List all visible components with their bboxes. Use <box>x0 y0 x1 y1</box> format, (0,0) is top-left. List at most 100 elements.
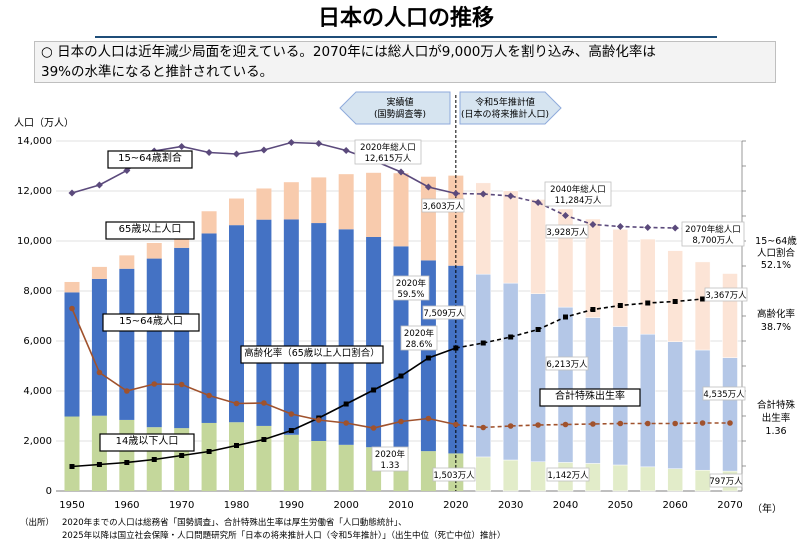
aging-rate-point <box>480 340 486 346</box>
bar-segment <box>475 182 491 275</box>
tfr-point <box>535 422 541 428</box>
tfr-point <box>398 418 404 425</box>
tfr-point <box>562 421 569 428</box>
working-ratio-point <box>287 139 295 146</box>
bar-segment <box>283 182 299 220</box>
bar-segment <box>502 282 519 461</box>
bar-segment <box>502 190 519 284</box>
aging-rate-point <box>535 327 541 332</box>
bar-segment <box>667 468 683 492</box>
bar-segment <box>585 218 601 318</box>
bar-segment <box>119 419 135 491</box>
aging-rate-point <box>96 462 102 467</box>
bar-segment <box>201 211 217 234</box>
bar-segment <box>557 306 574 463</box>
working-2020-box <box>422 305 466 320</box>
x-axis-unit: （年） <box>752 502 782 515</box>
bar-segment <box>502 459 519 492</box>
y-tick-label: 10,000 <box>17 236 52 247</box>
working-ratio-point <box>507 192 515 200</box>
past-banner-line2: (国勢調査等) <box>374 108 426 120</box>
x-tick-label: 1970 <box>169 500 194 511</box>
tfr-point <box>644 420 651 427</box>
x-tick-label: 2020 <box>443 500 468 511</box>
bar-segment <box>201 422 217 491</box>
young-label-box <box>99 433 195 452</box>
x-tick-label: 1950 <box>59 500 84 511</box>
working-ratio-point <box>178 143 186 150</box>
y-tick-label: 6,000 <box>23 336 52 347</box>
aging-rate-point <box>398 373 404 379</box>
bar-segment <box>667 250 683 342</box>
working-ratio-point <box>315 140 323 147</box>
elderly-2040-box <box>545 224 589 239</box>
bar-segment <box>612 229 629 327</box>
working-ratio-point <box>644 224 652 231</box>
past-banner-line1: 実績値 <box>386 96 413 108</box>
elderly-label-text: 65歳以上人口 <box>119 223 182 235</box>
bar-segment <box>530 199 546 294</box>
working-ratio-point <box>616 223 624 230</box>
elderly-label-box <box>105 221 195 240</box>
elderly-2040-text: 3,928万人 <box>546 228 588 238</box>
tfr-point <box>151 381 158 387</box>
source-label: （出所） <box>20 518 55 528</box>
aging-2020-box <box>400 325 438 351</box>
young-2070-text: 797万人 <box>709 477 743 487</box>
source-line-1: 2020年までの人口は総務省「国勢調査」、合計特殊出生率は厚生労働省「人口動態統… <box>62 518 407 528</box>
x-tick-label: 1990 <box>279 500 304 511</box>
ratio-end-label: 人口割合 <box>757 247 796 259</box>
young-2040-text: 1,142万人 <box>547 471 589 481</box>
aging-rate-point <box>261 437 267 442</box>
bar-segment <box>475 456 491 492</box>
y-axis-label: 人口（万人） <box>14 117 74 129</box>
ratio-2020-box <box>392 275 430 301</box>
working-ratio-point <box>123 167 131 174</box>
working-ratio-point <box>260 146 268 154</box>
aging-label-box <box>240 345 384 364</box>
total-2070-text: 2070年総人口 <box>685 224 741 235</box>
y-tick-label: 8,000 <box>23 286 52 297</box>
x-tick-label: 2070 <box>717 500 742 511</box>
tfr-end-label: 出生率 <box>762 412 791 424</box>
y-tick-label: 4,000 <box>23 386 52 397</box>
tfr-2020-text: 2020年 <box>375 449 406 460</box>
tfr-label-box <box>539 388 641 407</box>
bar-segment <box>311 177 327 224</box>
aging-label-text: 高齢化率（65歳以上人口割合） <box>244 347 380 359</box>
bar-segment <box>256 219 272 426</box>
bar-segment <box>91 266 107 279</box>
bar-segment <box>256 425 272 491</box>
aging-end-label: 高齢化率 <box>757 308 796 320</box>
bar-segment <box>283 219 299 435</box>
source-line-2: 2025年以降は国立社会保障・人口問題研究所「日本の将来推計人口（令和5年推計）… <box>62 531 506 541</box>
bar-segment <box>283 434 299 491</box>
total-2020-text: 12,615万人 <box>365 154 412 164</box>
bar-segment <box>530 461 546 492</box>
bar-segment <box>420 451 436 491</box>
working-ratio-point <box>205 149 213 156</box>
tfr-point <box>590 421 596 427</box>
bar-segment <box>694 261 711 351</box>
elderly-2070-box <box>704 287 748 302</box>
tfr-point <box>288 411 295 417</box>
working-2070-text: 4,535万人 <box>703 390 745 400</box>
title-underline <box>95 36 717 38</box>
tfr-point <box>480 424 487 431</box>
aging-rate-point <box>508 334 514 340</box>
bar-segment <box>201 233 217 423</box>
summary-box: ○ 日本の人口は近年減少局面を迎えている。2070年には総人口が9,000万人を… <box>34 41 776 83</box>
tfr-point <box>96 369 103 376</box>
bar-segment <box>557 208 574 308</box>
ratio-end-label: 52.1% <box>761 260 791 271</box>
aging-rate-point <box>151 457 157 462</box>
aging-rate-point <box>645 300 651 306</box>
bar-segment <box>64 292 80 417</box>
aging-rate-point <box>288 428 294 433</box>
bar-segment <box>174 247 190 429</box>
working-label-box <box>102 313 200 332</box>
young-2040-box <box>546 467 590 482</box>
working-ratio-point <box>233 150 240 158</box>
y-tick-label: 14,000 <box>17 136 52 147</box>
total-2040-text: 2040年総人口 <box>550 184 606 195</box>
